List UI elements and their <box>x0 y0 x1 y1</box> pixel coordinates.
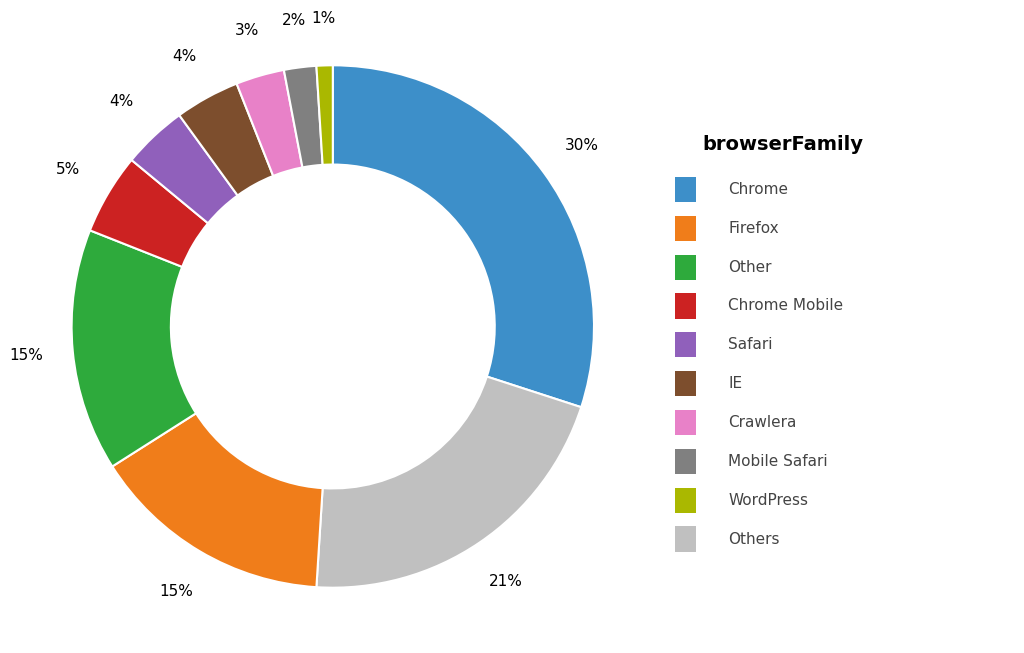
FancyBboxPatch shape <box>676 177 696 202</box>
Text: 3%: 3% <box>234 23 259 38</box>
Text: 4%: 4% <box>172 49 197 64</box>
Wedge shape <box>131 115 238 223</box>
Text: WordPress: WordPress <box>728 493 809 507</box>
Wedge shape <box>179 84 273 195</box>
Wedge shape <box>237 70 302 176</box>
Text: 30%: 30% <box>565 138 599 153</box>
FancyBboxPatch shape <box>676 293 696 319</box>
Text: Firefox: Firefox <box>728 221 779 236</box>
Text: Mobile Safari: Mobile Safari <box>728 454 828 469</box>
FancyBboxPatch shape <box>676 255 696 279</box>
Wedge shape <box>90 160 208 267</box>
Text: 1%: 1% <box>311 11 335 26</box>
FancyBboxPatch shape <box>676 215 696 241</box>
Text: 15%: 15% <box>159 584 193 599</box>
Text: 4%: 4% <box>110 94 134 109</box>
FancyBboxPatch shape <box>676 488 696 513</box>
Text: Chrome Mobile: Chrome Mobile <box>728 298 844 313</box>
Text: Other: Other <box>728 260 772 274</box>
Wedge shape <box>316 65 333 165</box>
FancyBboxPatch shape <box>676 410 696 435</box>
FancyBboxPatch shape <box>676 332 696 357</box>
Wedge shape <box>316 377 582 588</box>
Text: IE: IE <box>728 376 742 391</box>
Text: 21%: 21% <box>489 574 523 589</box>
Wedge shape <box>333 65 594 407</box>
Text: 5%: 5% <box>55 162 80 177</box>
Text: Safari: Safari <box>728 338 773 352</box>
Wedge shape <box>284 66 323 167</box>
Text: Chrome: Chrome <box>728 182 788 197</box>
FancyBboxPatch shape <box>676 449 696 474</box>
FancyBboxPatch shape <box>676 371 696 396</box>
Text: 2%: 2% <box>282 13 306 28</box>
FancyBboxPatch shape <box>676 526 696 552</box>
Text: browserFamily: browserFamily <box>702 135 863 153</box>
Text: Crawlera: Crawlera <box>728 415 797 430</box>
Text: Others: Others <box>728 532 780 547</box>
Wedge shape <box>113 413 323 587</box>
Wedge shape <box>72 231 196 466</box>
Text: 15%: 15% <box>9 348 43 363</box>
